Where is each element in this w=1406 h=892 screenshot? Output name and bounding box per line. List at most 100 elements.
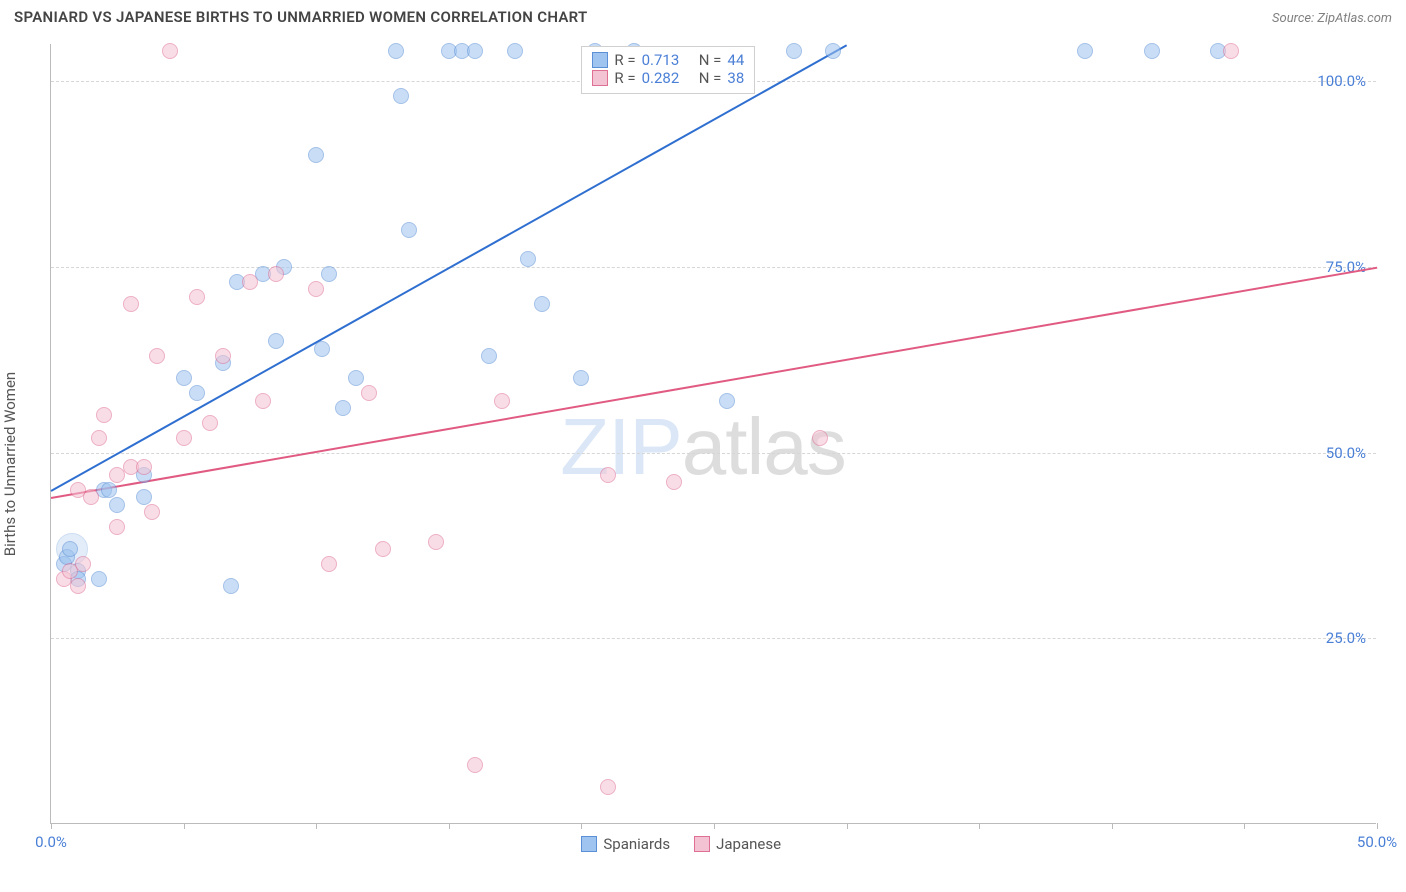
data-point (189, 289, 205, 305)
y-tick-label: 50.0% (1326, 444, 1366, 462)
data-point (393, 88, 409, 104)
data-point (242, 274, 258, 290)
correlation-legend: R = 0.713 N = 44R = 0.282 N = 38 (581, 46, 755, 94)
gridline (51, 453, 1376, 454)
data-point (481, 348, 497, 364)
chart-container: Births to Unmarried Women ZIPatlas 25.0%… (0, 36, 1406, 892)
data-point (96, 407, 112, 423)
data-point (719, 393, 735, 409)
data-point (215, 348, 231, 364)
r-label: R = (614, 51, 635, 69)
data-point (144, 504, 160, 520)
data-point (520, 251, 536, 267)
x-tick (1112, 823, 1113, 829)
data-point (176, 370, 192, 386)
data-point (335, 400, 351, 416)
legend-swatch (581, 836, 597, 852)
data-point (149, 348, 165, 364)
data-point (1077, 43, 1093, 59)
data-point (308, 281, 324, 297)
chart-title: SPANIARD VS JAPANESE BIRTHS TO UNMARRIED… (14, 8, 588, 26)
data-point (573, 370, 589, 386)
series-legend: Spaniards Japanese (581, 835, 781, 853)
legend-item: Japanese (694, 835, 781, 853)
data-point (494, 393, 510, 409)
legend-swatch (694, 836, 710, 852)
y-axis-label: Births to Unmarried Women (1, 372, 19, 556)
data-point (83, 489, 99, 505)
gridline (51, 638, 1376, 639)
scatter-plot: 25.0%50.0%75.0%100.0%0.0%50.0%R = 0.713 … (50, 44, 1376, 824)
data-point (176, 430, 192, 446)
data-point (428, 534, 444, 550)
data-point (1223, 43, 1239, 59)
legend-label: Spaniards (603, 835, 670, 853)
n-label: N = (699, 69, 722, 87)
data-point (70, 578, 86, 594)
data-point (136, 489, 152, 505)
legend-swatch (592, 70, 608, 86)
x-tick-label: 50.0% (1357, 833, 1397, 851)
x-tick (1244, 823, 1245, 829)
data-point (1144, 43, 1160, 59)
data-point (666, 474, 682, 490)
legend-swatch (592, 52, 608, 68)
x-tick (714, 823, 715, 829)
data-point (786, 43, 802, 59)
data-point (268, 266, 284, 282)
n-value: 38 (727, 69, 744, 87)
x-tick (316, 823, 317, 829)
data-point (109, 497, 125, 513)
y-tick-label: 25.0% (1326, 629, 1366, 647)
data-point (202, 415, 218, 431)
data-point (189, 385, 205, 401)
legend-label: Japanese (716, 835, 781, 853)
data-point (162, 43, 178, 59)
data-point (467, 757, 483, 773)
data-point (91, 430, 107, 446)
data-point (348, 370, 364, 386)
data-point (812, 430, 828, 446)
data-point (388, 43, 404, 59)
trend-line-spaniards (51, 44, 848, 491)
x-tick (184, 823, 185, 829)
data-point (255, 393, 271, 409)
data-point (308, 147, 324, 163)
data-point (825, 43, 841, 59)
data-point (600, 467, 616, 483)
r-value: 0.713 (642, 51, 680, 69)
legend-row: R = 0.713 N = 44 (592, 51, 744, 69)
legend-item: Spaniards (581, 835, 670, 853)
data-point (321, 266, 337, 282)
data-point (321, 556, 337, 572)
x-tick (1377, 823, 1378, 829)
data-point (361, 385, 377, 401)
x-tick (847, 823, 848, 829)
r-value: 0.282 (642, 69, 680, 87)
data-point (123, 296, 139, 312)
x-tick (581, 823, 582, 829)
data-point (534, 296, 550, 312)
gridline (51, 267, 1376, 268)
data-point (401, 222, 417, 238)
data-point (223, 578, 239, 594)
x-tick-label: 0.0% (35, 833, 67, 851)
x-tick (979, 823, 980, 829)
data-point (507, 43, 523, 59)
n-value: 44 (727, 51, 744, 69)
data-point (467, 43, 483, 59)
data-point (62, 541, 78, 557)
data-point (268, 333, 284, 349)
data-point (101, 482, 117, 498)
data-point (375, 541, 391, 557)
data-point (109, 519, 125, 535)
y-tick-label: 100.0% (1317, 72, 1366, 90)
data-point (75, 556, 91, 572)
source-attribution: Source: ZipAtlas.com (1272, 11, 1392, 26)
data-point (600, 779, 616, 795)
x-tick (51, 823, 52, 829)
legend-row: R = 0.282 N = 38 (592, 69, 744, 87)
r-label: R = (614, 69, 635, 87)
data-point (314, 341, 330, 357)
trend-line-japanese (51, 267, 1377, 499)
